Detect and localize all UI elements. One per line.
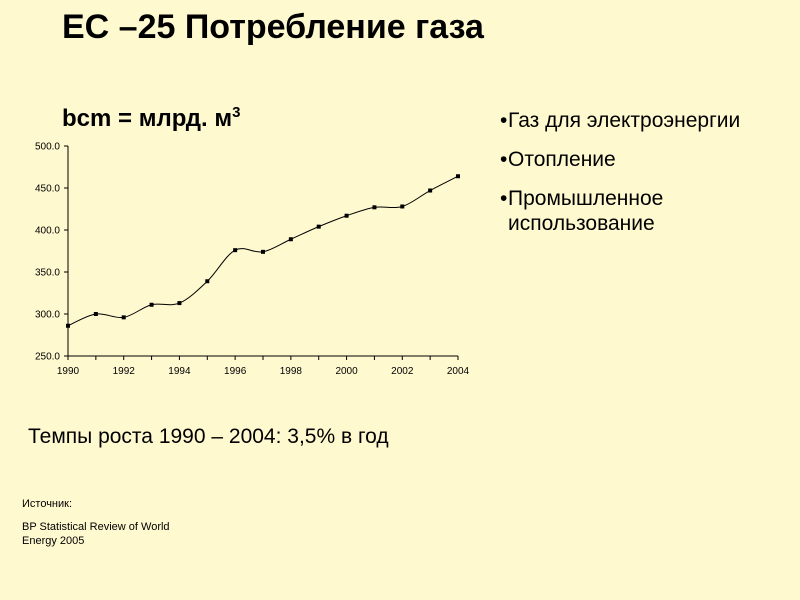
data-point	[233, 248, 238, 253]
bullet-text: Газ для электроэнергии	[508, 109, 741, 132]
page-title: ЕС –25 Потребление газа	[62, 8, 484, 46]
data-point	[316, 224, 321, 229]
bullet-item: •Промышленное использование	[492, 186, 800, 236]
data-point	[205, 279, 210, 284]
x-tick-label: 1998	[280, 366, 303, 377]
data-point	[177, 301, 182, 306]
bullet-dot: •	[500, 148, 508, 171]
bullet-item: •Отопление	[492, 147, 800, 172]
data-point	[372, 205, 377, 210]
data-point	[66, 323, 70, 328]
bullet-item: •Газ для электроэнергии	[492, 108, 800, 133]
source-label: Источник:	[22, 498, 73, 510]
data-point	[93, 312, 98, 316]
y-tick-label: 250.0	[35, 352, 60, 363]
x-tick-label: 1996	[224, 366, 247, 377]
data-point	[288, 237, 293, 242]
bullet-dot: •	[500, 187, 508, 210]
x-tick-label: 1992	[113, 366, 136, 377]
data-point	[400, 204, 405, 209]
y-tick-label: 400.0	[35, 226, 60, 237]
data-point	[428, 188, 433, 193]
y-tick-label: 500.0	[35, 142, 60, 153]
units-text: bcm = млрд. м	[62, 105, 233, 132]
x-tick-label: 1990	[57, 366, 80, 377]
x-tick-label: 2000	[335, 366, 358, 377]
y-tick-label: 350.0	[35, 268, 60, 279]
data-point	[261, 249, 265, 254]
y-tick-label: 300.0	[35, 310, 60, 321]
data-point	[344, 213, 349, 218]
source-text: BP Statistical Review of World Energy 20…	[22, 521, 170, 547]
growth-rate-text: Темпы роста 1990 – 2004: 3,5% в год	[28, 425, 389, 448]
x-tick-label: 2004	[447, 366, 470, 377]
data-point	[456, 174, 460, 179]
bullet-list: •Газ для электроэнергии •Отопление •Пром…	[492, 108, 800, 250]
units-subtitle: bcm = млрд. м3	[62, 104, 240, 133]
y-tick-label: 450.0	[35, 184, 60, 195]
bullet-text: Промышленное использование	[508, 187, 664, 235]
bullet-dot: •	[500, 109, 508, 132]
data-point	[121, 315, 126, 320]
bullet-text: Отопление	[508, 148, 616, 171]
x-tick-label: 2002	[391, 366, 414, 377]
gas-consumption-chart: 250.0 300.0 350.0 400.0 450.0 500.0 1990 1992 19…	[35, 142, 470, 378]
x-tick-label: 1994	[168, 366, 191, 377]
units-superscript: 3	[232, 104, 241, 121]
data-point	[149, 302, 154, 307]
